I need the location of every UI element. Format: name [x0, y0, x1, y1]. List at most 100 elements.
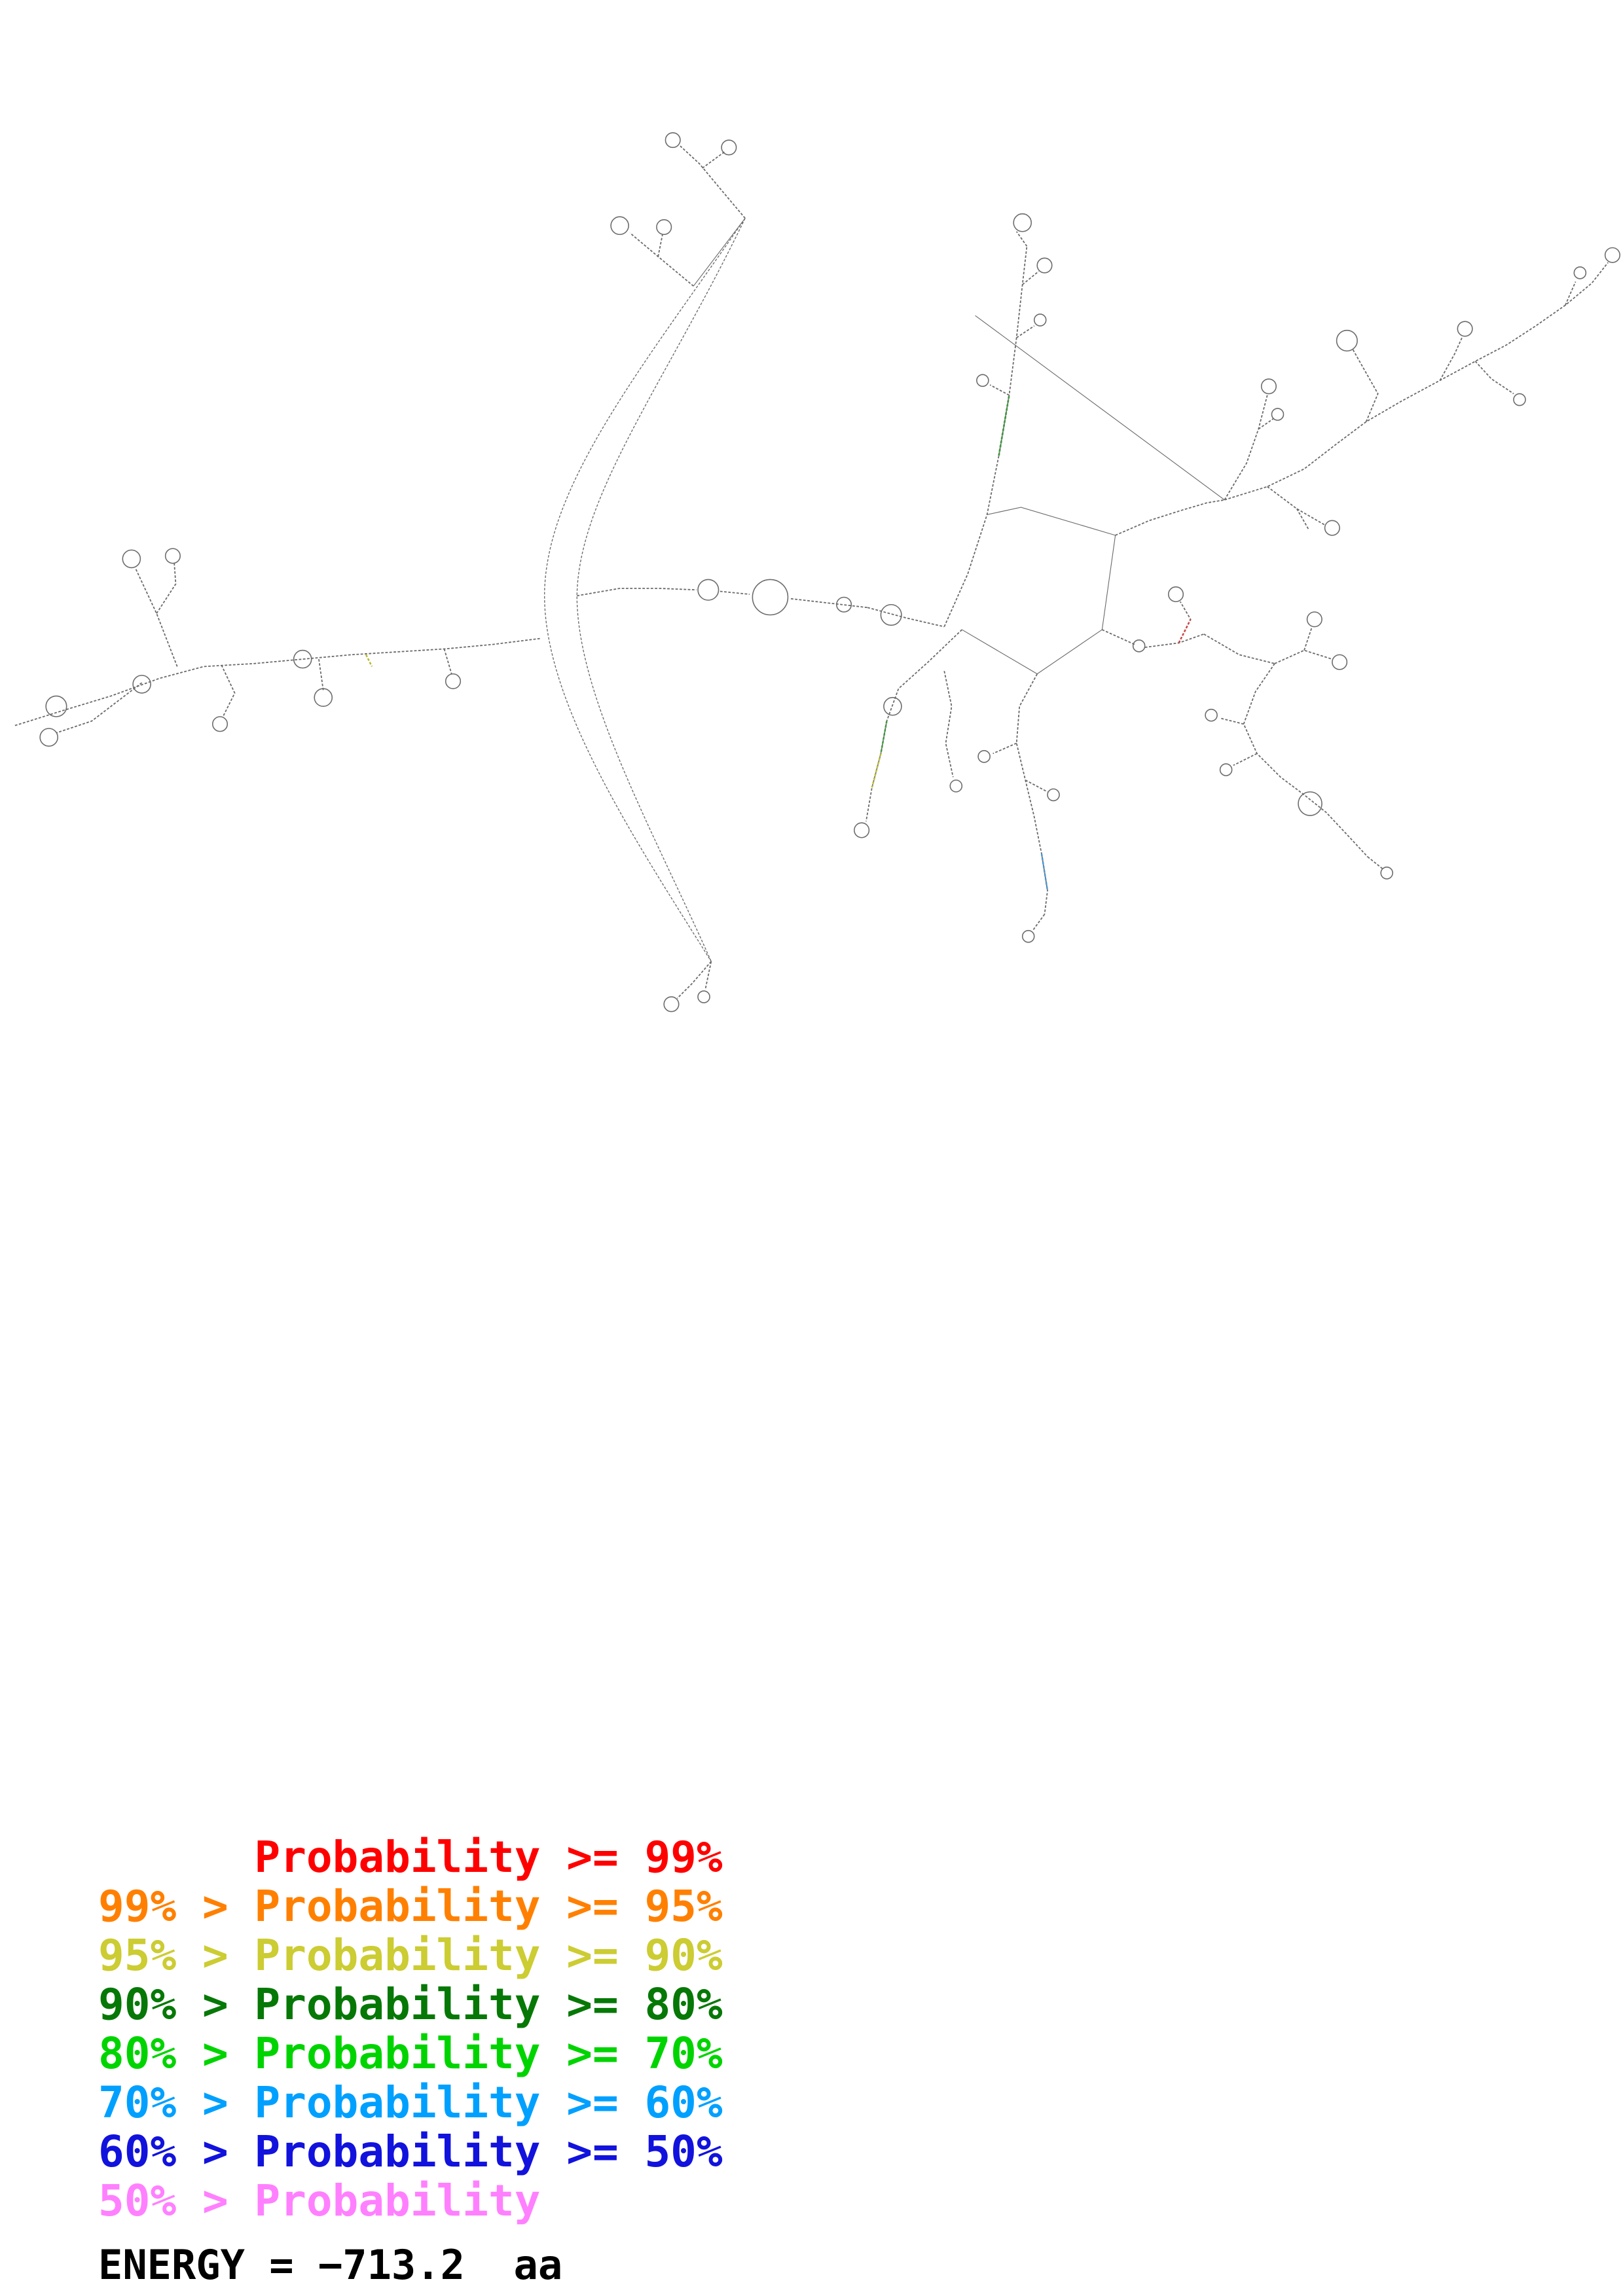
- rna-backbone-path: [865, 629, 962, 822]
- rna-backbone-path: [544, 218, 746, 962]
- hairpin-loop-circle: [1573, 266, 1587, 279]
- hairpin-loop-circle: [293, 649, 312, 669]
- rna-backbone-path: [790, 598, 868, 609]
- rna-backbone-path: [693, 218, 746, 287]
- hairpin-loop-circle: [854, 822, 870, 838]
- hairpin-loop-circle: [1336, 329, 1358, 352]
- rna-backbone-path: [14, 637, 541, 726]
- rna-backbone-path: [975, 315, 1225, 501]
- rna-backbone-path: [680, 145, 746, 219]
- hairpin-loop-circle: [949, 780, 963, 793]
- hairpin-loop-circle: [697, 990, 710, 1003]
- rna-backbone-path: [720, 590, 750, 595]
- rna-backbone-path: [1203, 634, 1275, 664]
- rna-backbone-path: [998, 395, 1010, 456]
- hairpin-loop-circle: [836, 596, 852, 613]
- hairpin-loop-circle: [39, 728, 58, 747]
- hairpin-loop-circle: [1047, 788, 1060, 802]
- rna-backbone-path: [676, 961, 712, 999]
- rna-backbone-path: [1564, 281, 1577, 306]
- rna-backbone-path: [702, 151, 725, 169]
- rna-backbone-path: [1224, 262, 1609, 501]
- rna-backbone-path: [1032, 914, 1046, 931]
- hairpin-loop-circle: [1021, 929, 1035, 943]
- rna-backbone-path: [1101, 535, 1116, 630]
- hairpin-loop-circle: [45, 695, 67, 717]
- rna-backbone-path: [576, 218, 746, 962]
- legend-entry: 90% > Probability >= 80%: [98, 1979, 723, 2030]
- rna-backbone-path: [1178, 619, 1192, 643]
- hairpin-loop-circle: [656, 219, 672, 236]
- rna-backbone-path: [989, 384, 1010, 396]
- probability-legend: Probability >= 99% 99% > Probability >= 9…: [98, 1833, 723, 2225]
- rna-backbone-path: [1352, 349, 1379, 422]
- rna-backbone-path: [1304, 628, 1313, 651]
- rna-backbone-path: [135, 569, 178, 667]
- hairpin-loop-circle: [122, 549, 141, 569]
- hairpin-loop-circle: [663, 996, 680, 1013]
- rna-backbone-path: [1220, 717, 1244, 725]
- hairpin-loop-circle: [1167, 586, 1184, 603]
- hairpin-loop-circle: [1306, 611, 1322, 628]
- hairpin-loop-circle: [164, 548, 181, 564]
- rna-backbone-path: [56, 682, 143, 734]
- rna-backbone-path: [156, 563, 177, 614]
- rna-backbone-path: [1274, 649, 1333, 664]
- rna-backbone-path: [221, 664, 236, 717]
- legend-entry: Probability >= 99%: [98, 1832, 723, 1882]
- rna-backbone-path: [1040, 853, 1049, 891]
- legend-entry: 60% > Probability >= 50%: [98, 2126, 723, 2177]
- hairpin-loop-circle: [1271, 408, 1285, 421]
- rna-backbone-path: [1224, 395, 1268, 501]
- rna-backbone-path: [1036, 629, 1103, 675]
- rna-backbone-path: [1015, 673, 1048, 915]
- rna-backbone-path: [365, 654, 373, 667]
- rna-backbone-path: [962, 629, 1038, 675]
- rna-backbone-path: [867, 607, 945, 628]
- hairpin-loop-circle: [1604, 247, 1620, 263]
- hairpin-loop-circle: [1298, 791, 1322, 816]
- hairpin-loop-circle: [880, 603, 902, 626]
- rna-backbone-path: [987, 507, 1116, 536]
- energy-label: ENERGY = −713.2 aa: [98, 2241, 563, 2289]
- hairpin-loop-circle: [752, 579, 789, 616]
- hairpin-loop-circle: [1013, 213, 1032, 232]
- hairpin-loop-circle: [445, 673, 462, 689]
- hairpin-loop-circle: [883, 696, 902, 716]
- rna-backbone-path: [943, 670, 954, 778]
- hairpin-loop-circle: [1219, 763, 1233, 776]
- rna-backbone-path: [1367, 856, 1383, 869]
- hairpin-loop-circle: [1324, 520, 1340, 536]
- legend-entry: 99% > Probability >= 95%: [98, 1881, 723, 1931]
- hairpin-loop-circle: [721, 139, 737, 156]
- rna-backbone-path: [318, 658, 324, 691]
- hairpin-loop-circle: [1380, 867, 1393, 880]
- hairpin-loop-circle: [977, 750, 991, 763]
- hairpin-loop-circle: [976, 374, 989, 387]
- hairpin-loop-circle: [211, 716, 228, 732]
- hairpin-loop-circle: [1036, 257, 1053, 274]
- hairpin-loop-circle: [610, 216, 629, 236]
- rna-backbone-path: [880, 721, 888, 754]
- rna-backbone-path: [1115, 499, 1225, 536]
- rna-backbone-path: [1016, 325, 1035, 338]
- hairpin-loop-circle: [132, 675, 151, 694]
- rna-backbone-path: [1258, 418, 1274, 430]
- rna-backbone-path: [657, 234, 663, 257]
- rna-backbone-path: [1474, 361, 1514, 395]
- rna-backbone-path: [943, 246, 1028, 627]
- rna-backbone-path: [993, 742, 1017, 755]
- rna-backbone-path: [443, 649, 452, 674]
- rna-backbone-path: [1267, 486, 1326, 526]
- hairpin-loop-circle: [697, 579, 720, 601]
- hairpin-loop-circle: [1513, 393, 1526, 406]
- rna-backbone-path: [1233, 753, 1258, 766]
- hairpin-loop-circle: [1205, 708, 1218, 722]
- rna-backbone-path: [1243, 663, 1368, 857]
- legend-entry: 50% > Probability: [98, 2176, 541, 2226]
- hairpin-loop-circle: [665, 132, 681, 149]
- rna-backbone-path: [1025, 780, 1048, 793]
- rna-backbone-path: [871, 753, 882, 788]
